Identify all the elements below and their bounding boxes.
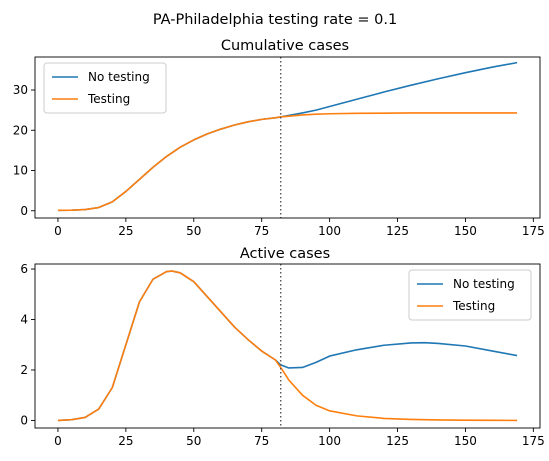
x-tick-label: 150 <box>454 434 477 448</box>
x-tick-label: 75 <box>254 224 269 238</box>
legend-box <box>43 62 167 114</box>
legend-box <box>408 269 532 321</box>
y-tick-label: 2 <box>20 363 28 377</box>
axes-frame <box>34 56 541 219</box>
x-tick-label: 100 <box>318 224 341 238</box>
x-tick-label: 25 <box>118 224 133 238</box>
active-cases-panel: 0 25 50 75 100 125 150 175 0 2 4 6 No testing Testing <box>20 262 544 448</box>
y-tick-label: 0 <box>20 413 28 427</box>
x-tick-label: 0 <box>54 434 62 448</box>
legend: No testing Testing <box>408 269 532 321</box>
y-tick-label: 30 <box>13 83 28 97</box>
x-tick-label: 0 <box>54 224 62 238</box>
cumulative-cases-panel: 0 25 50 75 100 125 150 175 0 10 20 30 No testing Test… <box>13 56 545 238</box>
x-tick-label: 150 <box>454 224 477 238</box>
series-line-testing <box>57 270 518 422</box>
legend-label: Testing <box>452 299 495 313</box>
x-tick-label: 125 <box>386 434 409 448</box>
legend: No testing Testing <box>43 62 167 114</box>
x-tick-label: 100 <box>318 434 341 448</box>
y-tick-label: 10 <box>13 164 28 178</box>
x-tick-label: 175 <box>522 224 545 238</box>
y-tick-label: 0 <box>20 204 28 218</box>
axes-frame <box>34 263 541 429</box>
series-line-testing <box>57 112 518 212</box>
legend-label: Testing <box>87 92 130 106</box>
y-tick-label: 6 <box>20 262 28 276</box>
x-tick-label: 75 <box>254 434 269 448</box>
x-tick-label: 50 <box>186 224 201 238</box>
active-chart-title: Active cases <box>240 246 330 262</box>
x-tick-label: 50 <box>186 434 201 448</box>
figure-suptitle: PA-Philadelphia testing rate = 0.1 <box>153 12 397 28</box>
cumulative-chart-title: Cumulative cases <box>221 38 349 54</box>
y-tick-label: 4 <box>20 313 28 327</box>
legend-label: No testing <box>88 70 150 84</box>
y-tick-label: 20 <box>13 123 28 137</box>
legend-label: No testing <box>453 277 515 291</box>
x-tick-label: 125 <box>386 224 409 238</box>
x-tick-label: 25 <box>118 434 133 448</box>
x-tick-label: 175 <box>522 434 545 448</box>
